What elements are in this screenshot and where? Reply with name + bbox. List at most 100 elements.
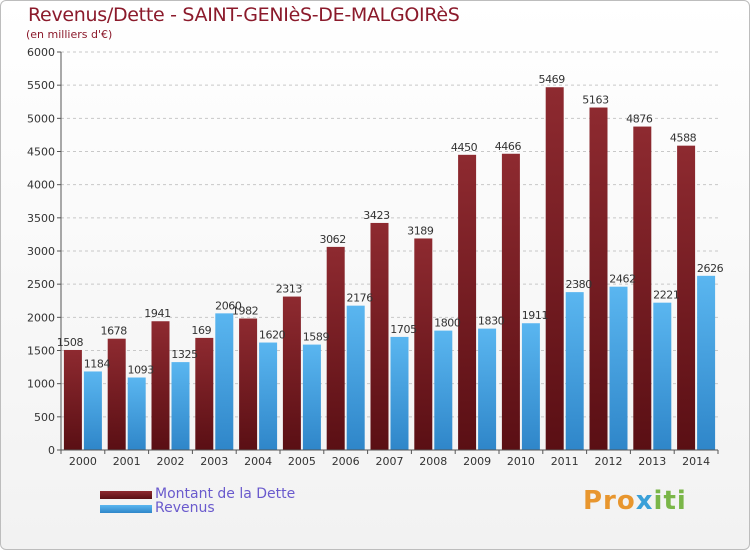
bar-debt bbox=[501, 153, 520, 450]
axes: 0 500 1000 1500 2000 2500 3000 3500 4000 4500 5000… bbox=[27, 46, 719, 468]
x-tick-label: 2007 bbox=[376, 455, 404, 468]
legend-label-debt: Montant de la Dette bbox=[155, 486, 296, 502]
x-tick-label: 2014 bbox=[682, 455, 710, 468]
data-label-revenue: 1911 bbox=[522, 309, 548, 322]
x-tick-label: 2003 bbox=[200, 455, 228, 468]
y-tick-label: 1000 bbox=[27, 378, 55, 391]
bar-revenue bbox=[609, 286, 628, 450]
bar-revenue bbox=[521, 323, 540, 450]
data-label-debt: 4876 bbox=[626, 113, 653, 126]
y-tick-label: 1500 bbox=[27, 345, 55, 358]
bar-revenue bbox=[478, 328, 497, 450]
data-label-revenue: 1184 bbox=[84, 357, 111, 370]
data-label-revenue: 1589 bbox=[303, 331, 330, 344]
bar-revenue bbox=[346, 305, 365, 450]
bars bbox=[63, 87, 716, 451]
data-label-revenue: 2462 bbox=[609, 273, 635, 286]
data-label-debt: 4588 bbox=[670, 132, 697, 145]
proxiti-logo: Proxiti bbox=[583, 486, 687, 516]
x-tick-label: 2006 bbox=[332, 455, 360, 468]
data-label-debt: 5163 bbox=[582, 94, 609, 107]
data-label-revenue: 1705 bbox=[390, 323, 417, 336]
bar-debt bbox=[107, 338, 126, 450]
y-tick-label: 5000 bbox=[27, 112, 55, 125]
y-tick-label: 4500 bbox=[27, 146, 55, 159]
bar-revenue bbox=[653, 302, 672, 450]
y-tick-label: 3500 bbox=[27, 212, 55, 225]
bar-revenue bbox=[259, 342, 278, 450]
data-label-revenue: 1620 bbox=[259, 329, 286, 342]
y-tick-label: 6000 bbox=[27, 46, 55, 59]
data-label-debt: 2313 bbox=[276, 283, 303, 296]
bar-debt bbox=[370, 222, 389, 450]
data-label-revenue: 2626 bbox=[697, 262, 724, 275]
data-label-debt: 4466 bbox=[495, 140, 522, 153]
bar-revenue bbox=[697, 275, 716, 450]
y-tick-label: 500 bbox=[34, 411, 55, 424]
bar-debt bbox=[239, 318, 258, 450]
bar-debt bbox=[195, 337, 214, 450]
data-label-debt: 1678 bbox=[100, 325, 127, 338]
x-tick-label: 2013 bbox=[638, 455, 666, 468]
bar-debt bbox=[326, 246, 345, 450]
bar-debt bbox=[282, 296, 301, 450]
x-tick-label: 2002 bbox=[157, 455, 185, 468]
bar-debt bbox=[63, 349, 82, 450]
bar-revenue bbox=[215, 313, 234, 450]
chart-subtitle: (en milliers d'€) bbox=[26, 28, 113, 41]
bar-debt bbox=[589, 107, 608, 450]
x-tick-label: 2008 bbox=[419, 455, 447, 468]
data-label-debt: 3189 bbox=[407, 224, 434, 237]
bar-debt bbox=[414, 238, 433, 450]
bar-revenue bbox=[83, 371, 102, 450]
data-label-debt: 5469 bbox=[538, 73, 565, 86]
data-label-revenue: 1093 bbox=[127, 363, 154, 376]
data-label-revenue: 1830 bbox=[478, 315, 505, 328]
data-label-debt: 3423 bbox=[363, 209, 390, 222]
data-label-debt: 1508 bbox=[57, 336, 84, 349]
data-label-debt: 4450 bbox=[451, 141, 478, 154]
data-label-revenue: 2221 bbox=[653, 289, 679, 302]
gridlines bbox=[61, 51, 718, 451]
data-label-revenue: 2176 bbox=[346, 292, 373, 305]
data-label-revenue: 2380 bbox=[565, 278, 592, 291]
legend-swatch-debt bbox=[100, 491, 152, 499]
bar-revenue bbox=[171, 362, 190, 450]
bar-debt bbox=[677, 145, 696, 451]
x-tick-label: 2005 bbox=[288, 455, 316, 468]
y-tick-label: 4000 bbox=[27, 179, 55, 192]
bar-revenue bbox=[565, 292, 584, 450]
legend-swatch-revenue bbox=[100, 505, 152, 513]
data-label-debt: 169 bbox=[191, 324, 211, 337]
bar-revenue bbox=[390, 336, 409, 450]
chart-title: Revenus/Dette - SAINT-GENIèS-DE-MALGOIRè… bbox=[28, 4, 460, 26]
bar-revenue bbox=[434, 330, 453, 450]
bar-debt bbox=[458, 154, 477, 451]
bar-debt bbox=[151, 321, 170, 450]
x-tick-label: 2004 bbox=[244, 455, 272, 468]
y-tick-label: 3000 bbox=[27, 245, 55, 258]
x-tick-label: 2001 bbox=[113, 455, 141, 468]
y-tick-label: 2500 bbox=[27, 278, 55, 291]
bar-debt bbox=[545, 87, 564, 451]
legend-label-revenue: Revenus bbox=[155, 500, 215, 516]
data-label-revenue: 2060 bbox=[215, 299, 242, 312]
x-tick-label: 2011 bbox=[551, 455, 579, 468]
data-label-debt: 1941 bbox=[144, 307, 170, 320]
data-label-debt: 3062 bbox=[319, 233, 345, 246]
x-tick-label: 2010 bbox=[507, 455, 535, 468]
x-tick-label: 2012 bbox=[595, 455, 623, 468]
y-tick-label: 2000 bbox=[27, 311, 55, 324]
bar-revenue bbox=[127, 377, 146, 450]
data-label-revenue: 1800 bbox=[434, 317, 461, 330]
data-label-revenue: 1325 bbox=[171, 348, 198, 361]
y-tick-label: 5500 bbox=[27, 79, 55, 92]
data-label-debt: 1982 bbox=[232, 305, 258, 318]
bar-debt bbox=[633, 126, 652, 451]
y-tick-label: 0 bbox=[48, 444, 55, 457]
x-tick-label: 2000 bbox=[69, 455, 97, 468]
bar-revenue bbox=[302, 344, 321, 450]
x-tick-label: 2009 bbox=[463, 455, 491, 468]
